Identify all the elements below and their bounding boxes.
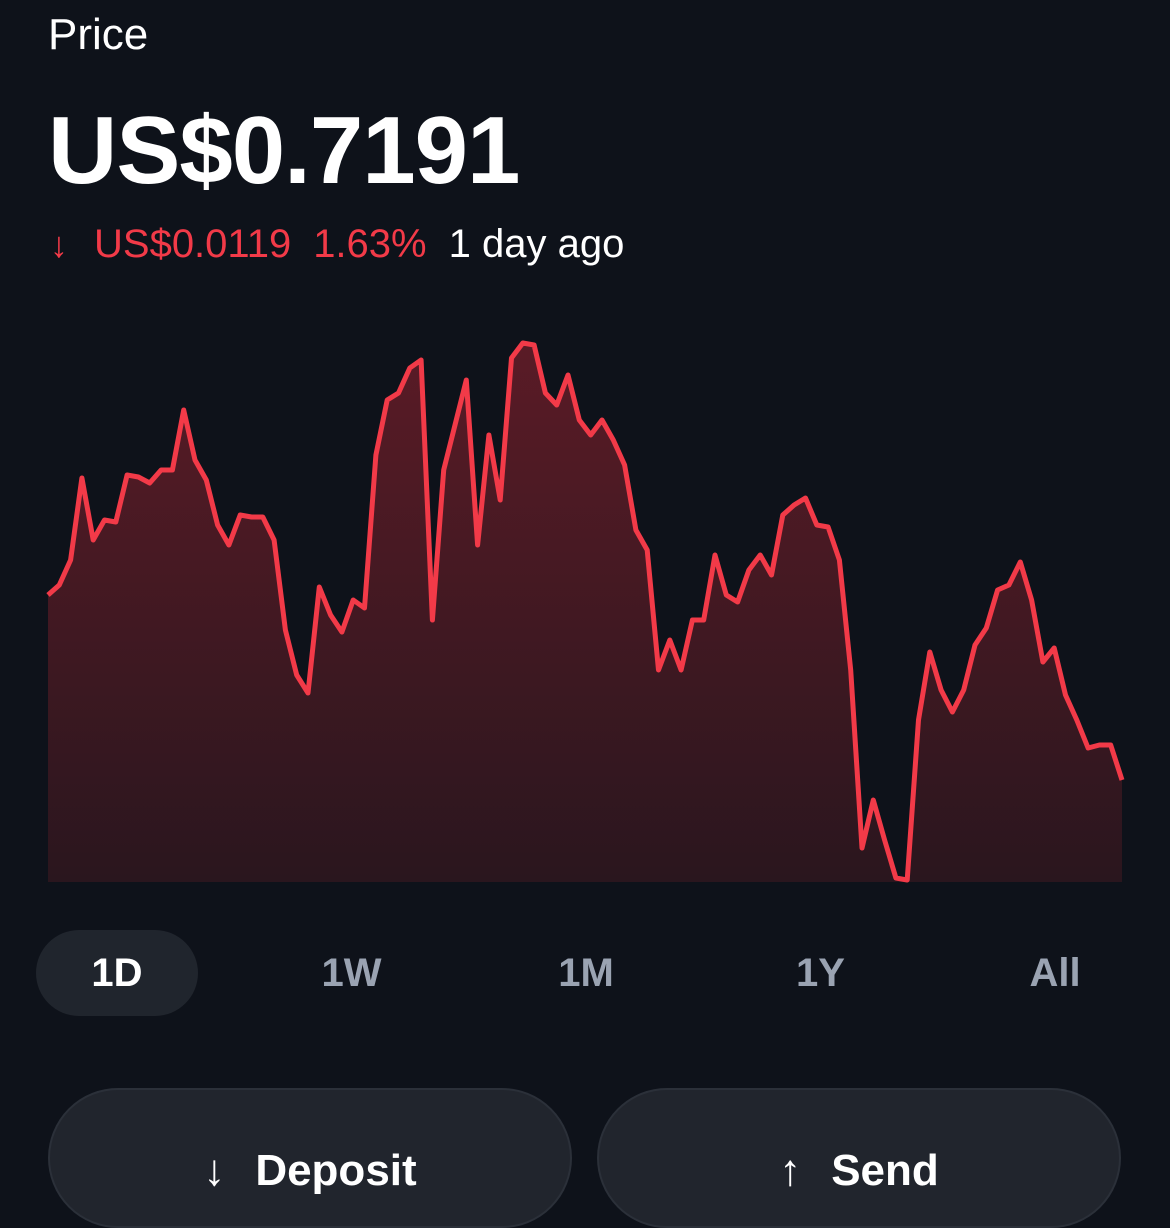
current-price: US$0.7191 (48, 97, 520, 204)
arrow-down-icon: ↓ (50, 223, 68, 265)
timeframe-all[interactable]: All (1029, 950, 1081, 995)
change-amount: US$0.0119 (94, 222, 292, 266)
timeframe-1m[interactable]: 1M (558, 950, 614, 995)
price-chart[interactable] (0, 300, 1170, 900)
arrow-up-icon: ↑ (779, 1146, 802, 1195)
deposit-label: Deposit (255, 1146, 417, 1195)
deposit-button[interactable]: ↓ Deposit (48, 1088, 572, 1228)
send-label: Send (831, 1146, 939, 1195)
arrow-down-icon: ↓ (203, 1146, 226, 1195)
timeframe-1w[interactable]: 1W (321, 950, 382, 995)
send-button[interactable]: ↑ Send (597, 1088, 1121, 1228)
timeframe-1y[interactable]: 1Y (796, 950, 845, 995)
timeframe-1d[interactable]: 1D (36, 930, 198, 1016)
price-label: Price (48, 10, 149, 59)
chart-line (46, 340, 1125, 883)
change-percent: 1.63% (313, 222, 427, 266)
change-period: 1 day ago (448, 222, 625, 266)
timeframe-selector: 1D 1W 1M 1Y All (36, 930, 1136, 1016)
price-change: ↓ US$0.0119 1.63% 1 day ago (50, 222, 624, 267)
